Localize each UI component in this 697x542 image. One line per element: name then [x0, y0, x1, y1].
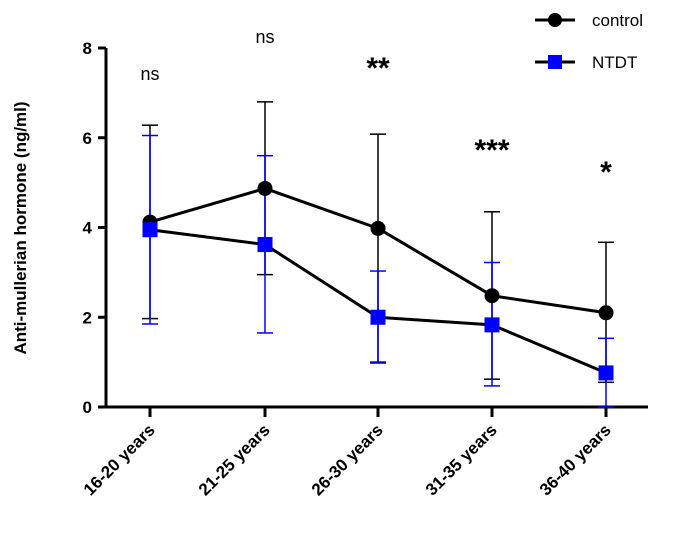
series-markers	[142, 180, 614, 381]
x-tick-label: 26-30 years	[308, 420, 387, 499]
error-bars	[142, 101, 614, 408]
significance-label: ***	[474, 134, 509, 167]
y-tick-label: 0	[83, 398, 92, 417]
x-tick-label: 21-25 years	[195, 420, 274, 499]
significance-label: **	[366, 52, 390, 85]
data-point-ntdt	[370, 309, 386, 325]
significance-label: *	[600, 156, 612, 189]
y-tick-label: 2	[83, 308, 92, 327]
legend-label-ntdt: NTDT	[592, 53, 637, 72]
data-point-control	[370, 220, 386, 236]
data-point-control	[484, 288, 500, 304]
y-axis-ticks: 0 2 4 6 8	[83, 39, 106, 417]
legend-marker-control	[548, 13, 562, 27]
significance-label: ns	[140, 64, 159, 84]
data-point-control	[257, 180, 273, 196]
y-axis-label: Anti-mullerian hormone (ng/ml)	[11, 101, 30, 354]
y-tick-label: 6	[83, 129, 92, 148]
x-tick-label: 36-40 years	[536, 420, 615, 499]
legend-marker-ntdt	[548, 55, 562, 69]
legend-label-control: control	[592, 11, 643, 30]
x-tick-label: 31-35 years	[422, 420, 501, 499]
y-tick-label: 4	[83, 219, 93, 238]
significance-label: ns	[255, 27, 274, 47]
x-axis-ticks: 16-20 years 21-25 years 26-30 years 31-35 y…	[80, 407, 615, 499]
data-point-ntdt	[257, 237, 273, 253]
y-tick-label: 8	[83, 39, 92, 58]
legend: control NTDT	[535, 11, 643, 72]
x-tick-label: 16-20 years	[80, 420, 159, 499]
data-point-control	[598, 305, 614, 321]
data-point-ntdt	[484, 317, 500, 333]
data-point-ntdt	[598, 365, 614, 381]
data-point-ntdt	[142, 222, 158, 238]
